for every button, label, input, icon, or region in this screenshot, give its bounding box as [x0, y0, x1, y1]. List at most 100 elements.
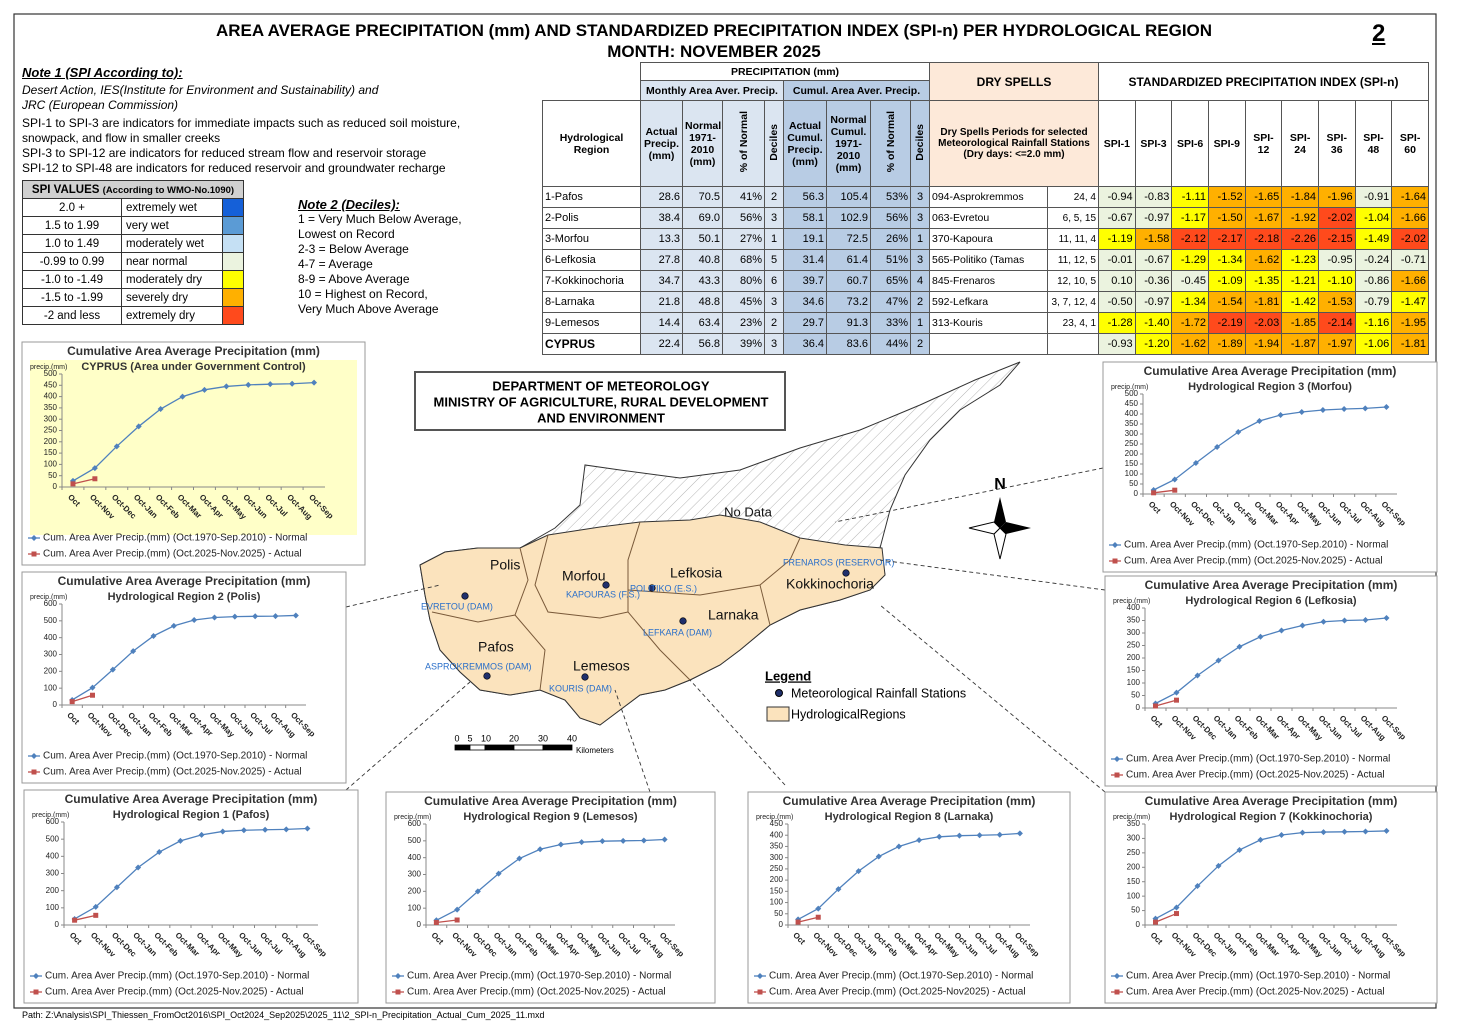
- chart: Cumulative Area Average Precipitation (m…: [23, 789, 359, 1004]
- precip-cell: 50.1: [682, 228, 723, 250]
- y-axis-label: precip.(mm): [394, 814, 431, 821]
- region-cell: 9-Lemesos: [542, 312, 641, 334]
- series-line: [1155, 830, 1387, 920]
- chart-frame: [21, 571, 347, 784]
- y-tick-label: 500: [1125, 389, 1139, 398]
- legend-label: Cum. Area Aver Precip.(mm) (Oct.2025-Nov…: [43, 549, 302, 560]
- marker: [875, 853, 882, 860]
- precip-cell: 65%: [870, 270, 911, 292]
- station-label: POLITIKO (E.S.): [630, 583, 697, 593]
- chart-title: Cumulative Area Average Precipitation (m…: [424, 794, 677, 808]
- dry-days-cell: 12, 10, 5: [1047, 270, 1099, 292]
- dry-days-cell: 6, 5, 15: [1047, 207, 1099, 229]
- chart: Cumulative Area Average Precipitation (m…: [1104, 791, 1438, 1004]
- spi-class-label: moderately dry: [121, 270, 223, 289]
- series-line: [1155, 617, 1387, 705]
- precip-cell: 47%: [870, 291, 911, 313]
- dry-days-cell: 11, 11, 4: [1047, 228, 1099, 250]
- column-header-text: % of Normal: [884, 111, 897, 173]
- legend-label: Cum. Area Aver Precip.(mm) (Oct.1970-Sep…: [43, 533, 307, 544]
- spi-column-header: SPI-12: [1244, 100, 1283, 187]
- map: No Data Polis Morfou Lefkosia Pafos Larn…: [345, 361, 1106, 793]
- y-tick-label: 500: [46, 834, 60, 843]
- dry-station-cell: [929, 333, 1048, 355]
- y-tick-label: 600: [46, 817, 60, 826]
- precip-cell: 1: [910, 312, 930, 334]
- station-label: EVRETOU (DAM): [421, 601, 493, 611]
- spi-class-row: 2.0 + extremely wet: [22, 198, 244, 217]
- spi-cell: -2.15: [1317, 228, 1356, 250]
- scale-label: 40: [567, 733, 577, 743]
- map-legend-item: Meteorological Rainfall Stations: [791, 686, 966, 700]
- marker: [1215, 862, 1222, 869]
- marker: [1194, 883, 1201, 890]
- y-tick-label: 0: [1136, 920, 1141, 929]
- y-tick-label: 300: [1127, 628, 1141, 637]
- station-label: KAPOURAS (F.S.): [566, 589, 640, 599]
- marker: [198, 831, 205, 838]
- chart-subtitle: Hydrological Region 1 (Pafos): [113, 809, 270, 821]
- y-tick-label: 100: [770, 898, 784, 907]
- marker: [1278, 831, 1285, 838]
- marker: [1278, 627, 1285, 634]
- spi-cell: -1.96: [1317, 186, 1356, 208]
- marker: [454, 917, 460, 923]
- marker: [1235, 429, 1242, 435]
- y-tick-label: 0: [1134, 489, 1139, 498]
- y-axis-label: precip.(mm): [1111, 384, 1148, 391]
- marker: [1172, 487, 1178, 493]
- compass: N: [968, 476, 1031, 560]
- header: AREA AVERAGE PRECIPITATION (mm) AND STAN…: [14, 20, 1414, 62]
- series-line: [1153, 489, 1175, 494]
- marker: [1236, 846, 1243, 853]
- spi-cell: -1.28: [1098, 312, 1136, 334]
- precip-cell: 61.4: [826, 249, 871, 271]
- spi-class-color: [222, 198, 244, 217]
- y-tick-label: 500: [44, 369, 58, 378]
- spi-class-row: -1.5 to -1.99 severely dry: [22, 288, 244, 307]
- marker: [113, 443, 120, 450]
- dry-days-cell: 23, 4, 1: [1047, 312, 1099, 334]
- y-tick-label: 200: [44, 437, 58, 446]
- precip-cell: 3: [764, 207, 784, 229]
- region-boundary: [534, 534, 629, 619]
- spi-cell: -0.83: [1134, 186, 1173, 208]
- scale-label: 10: [481, 733, 491, 743]
- region-label: Polis: [490, 557, 520, 573]
- spi-cell: -2.02: [1391, 228, 1429, 250]
- marker: [92, 476, 98, 482]
- marker: [240, 827, 247, 834]
- y-tick-label: 250: [1127, 848, 1141, 857]
- marker: [109, 666, 116, 673]
- station-dot: [483, 672, 491, 680]
- spi-cell: -1.10: [1317, 270, 1356, 292]
- marker: [916, 837, 923, 844]
- spi-cell: -0.97: [1134, 291, 1173, 313]
- y-tick-label: 300: [46, 869, 60, 878]
- data-row: 3-Morfou 13.3 50.1 27% 1 19.1 72.5 26% 1 370-Kapo…: [542, 228, 1429, 250]
- legend-label: Cum. Area Aver Precip.(mm) (Oct.2025-Nov…: [1126, 770, 1385, 781]
- spi-cell: -1.62: [1171, 333, 1209, 355]
- chart-title: Cumulative Area Average Precipitation (m…: [783, 794, 1036, 808]
- connectors: [345, 467, 1106, 793]
- marker: [31, 753, 37, 759]
- marker: [1320, 829, 1327, 836]
- y-tick-label: 100: [1125, 469, 1139, 478]
- marker: [93, 912, 99, 918]
- marker: [1194, 672, 1201, 679]
- precip-cell: 28.6: [640, 186, 683, 208]
- precip-cell: 80%: [722, 270, 765, 292]
- precip-cell: 4: [910, 270, 930, 292]
- note2: Note 2 (Deciles): 1 = Very Much Below Av…: [298, 197, 462, 317]
- spi-range: 2.0 +: [22, 198, 122, 217]
- note1: Note 1 (SPI According to): Desert Action…: [22, 65, 460, 176]
- precip-cell: 14.4: [640, 312, 683, 334]
- marker: [1362, 828, 1369, 835]
- marker: [996, 831, 1003, 838]
- marker: [1214, 444, 1221, 450]
- marker: [1320, 618, 1327, 625]
- marker: [578, 839, 585, 846]
- y-tick-label: 200: [1127, 862, 1141, 871]
- precip-cell: 22.4: [640, 333, 683, 355]
- dry-days-cell: 11, 12, 5: [1047, 249, 1099, 271]
